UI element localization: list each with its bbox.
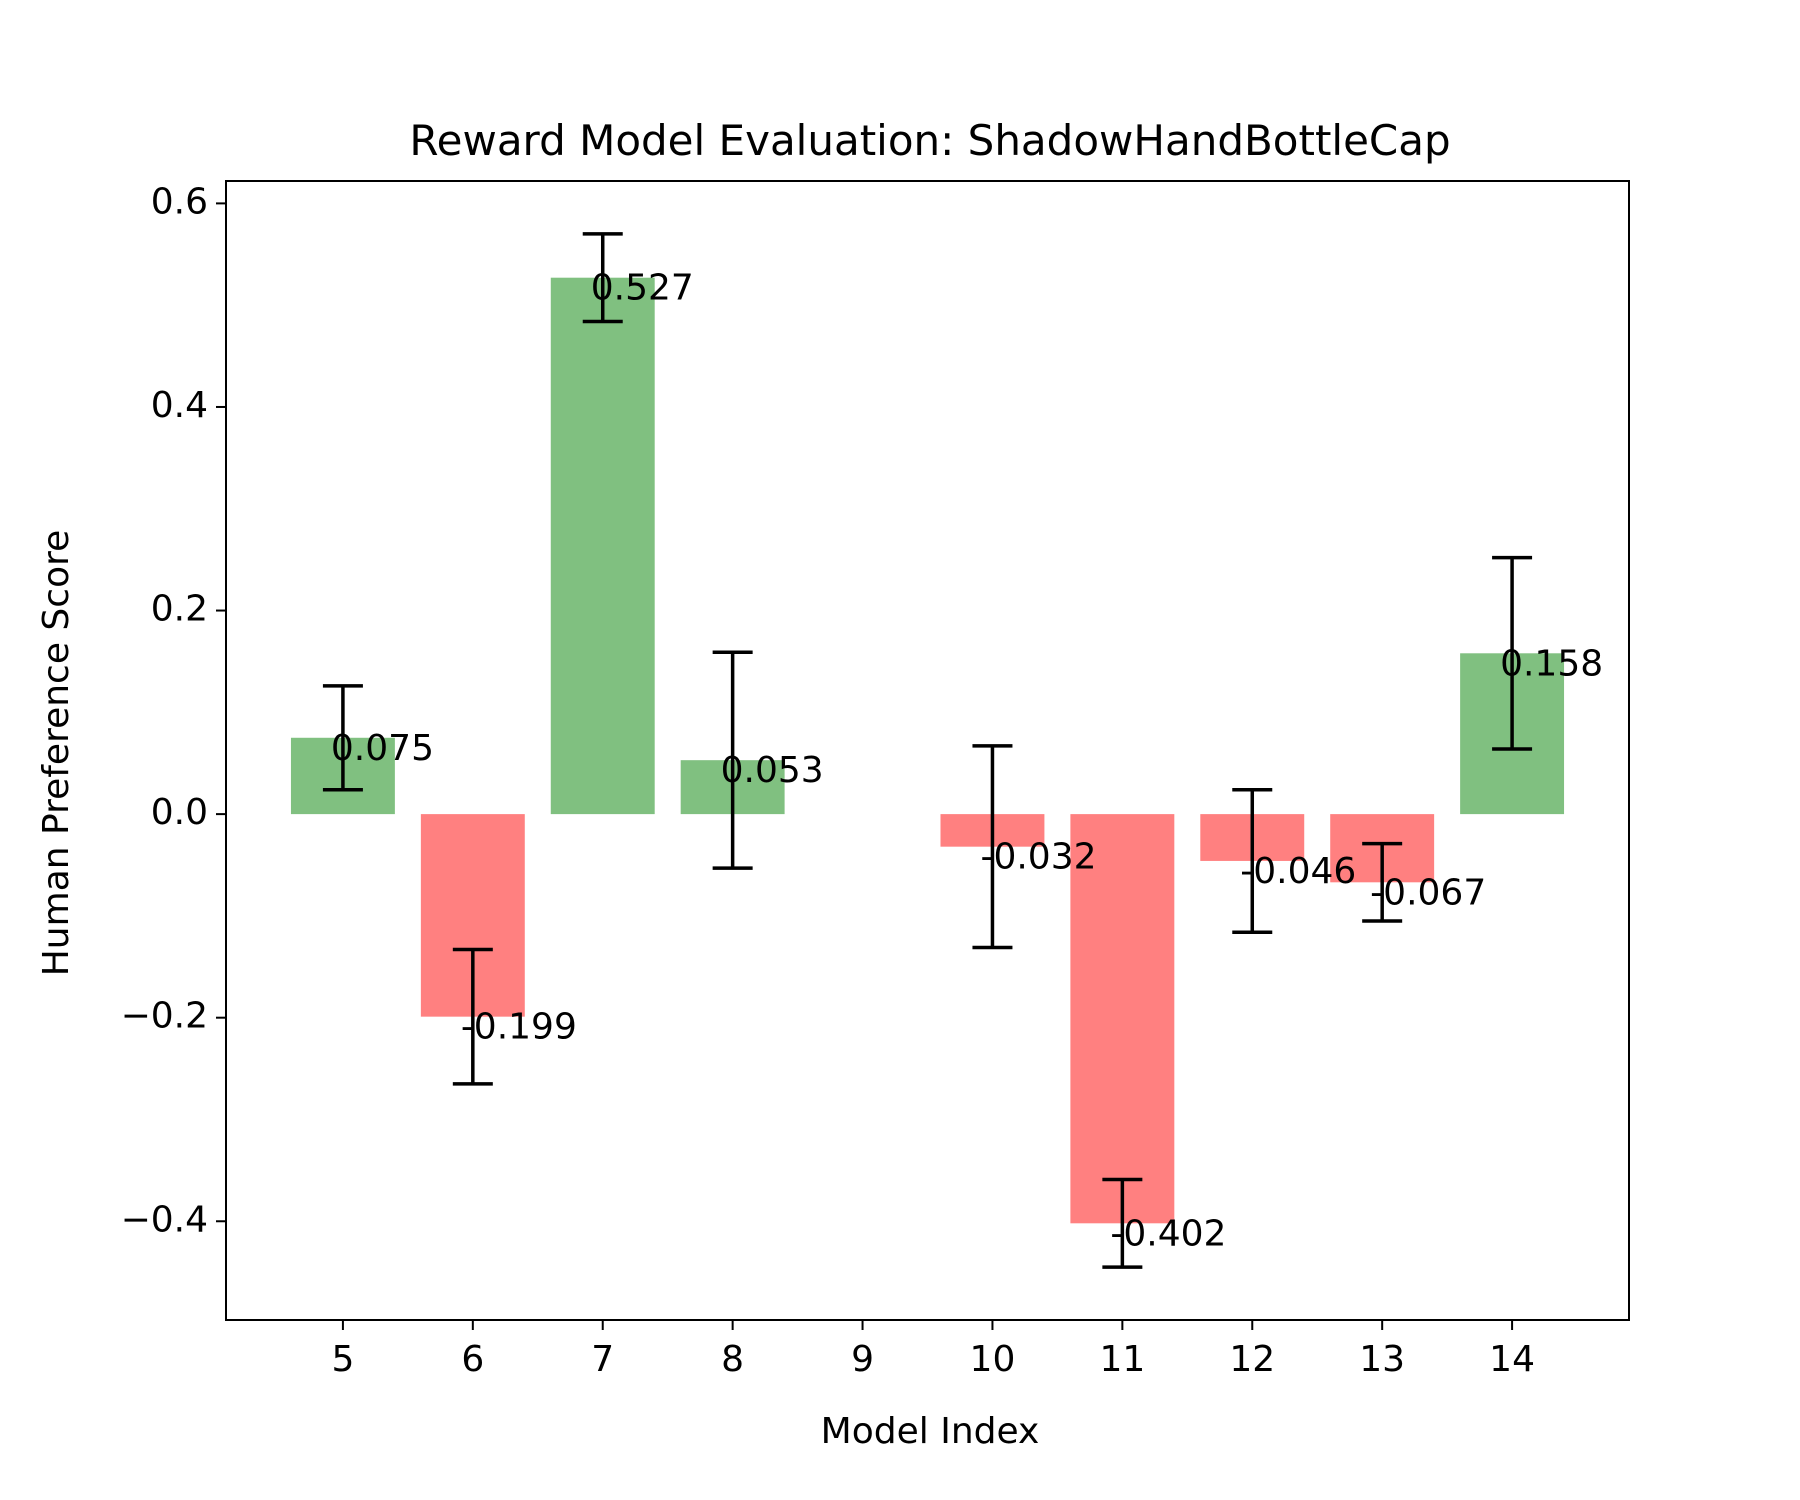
data-label-model-12: -0.046	[1240, 851, 1356, 892]
x-tick-label: 10	[970, 1339, 1016, 1380]
y-axis-label: Human Preference Score	[36, 530, 77, 977]
x-tick-label: 13	[1359, 1339, 1405, 1380]
x-tick-label: 8	[721, 1339, 744, 1380]
data-label-model-10: -0.032	[980, 837, 1096, 878]
error-bar-model-6	[452, 947, 493, 1086]
y-axis: 0.6 0.4 0.2 0.0 −0.2 −0.4	[121, 181, 226, 1240]
error-bar-model-5	[322, 684, 363, 792]
error-bar-model-13	[1362, 841, 1403, 923]
error-bar-model-12	[1232, 787, 1273, 934]
bar-model-7	[550, 277, 655, 815]
data-label-model-5: 0.075	[331, 728, 434, 769]
x-tick-label: 5	[331, 1339, 354, 1380]
y-tick-label: −0.2	[121, 996, 208, 1037]
error-bar-model-8	[712, 650, 753, 870]
y-tick-label: 0.4	[151, 385, 208, 426]
data-label-model-6: -0.199	[461, 1007, 577, 1048]
y-tick-label: 0.0	[151, 792, 208, 833]
chart-title: Reward Model Evaluation: ShadowHandBottl…	[409, 116, 1450, 165]
data-label-model-7: 0.527	[591, 268, 694, 309]
plot-frame	[225, 180, 1630, 1321]
data-label-model-14: 0.158	[1500, 643, 1603, 684]
error-bars-layer	[322, 232, 1533, 1269]
bar-model-11	[1070, 814, 1175, 1224]
x-tick-label: 9	[851, 1339, 874, 1380]
data-label-model-13: -0.067	[1370, 872, 1486, 913]
x-tick-label: 6	[461, 1339, 484, 1380]
data-label-model-11: -0.402	[1110, 1213, 1226, 1254]
y-tick-label: 0.2	[151, 589, 208, 630]
error-bar-model-14	[1492, 555, 1533, 751]
x-tick-label: 7	[591, 1339, 614, 1380]
data-labels-layer: 0.075 -0.199 0.527 0.053 -0.032 -0.402 -0.046-…	[331, 268, 1603, 1255]
error-bar-model-7	[582, 232, 623, 324]
x-tick-label: 12	[1229, 1339, 1275, 1380]
y-tick-label: 0.6	[151, 181, 208, 222]
error-bar-model-10	[972, 744, 1013, 950]
x-axis: 5 6 7 8 9 10 11 12 13 14	[331, 1320, 1535, 1380]
y-tick-label: −0.4	[121, 1199, 208, 1240]
x-axis-label: Model Index	[821, 1411, 1040, 1452]
error-bar-model-11	[1102, 1177, 1143, 1269]
bars-layer	[290, 277, 1565, 1224]
x-tick-label: 14	[1489, 1339, 1535, 1380]
data-label-model-8: 0.053	[721, 750, 824, 791]
x-tick-label: 11	[1099, 1339, 1145, 1380]
